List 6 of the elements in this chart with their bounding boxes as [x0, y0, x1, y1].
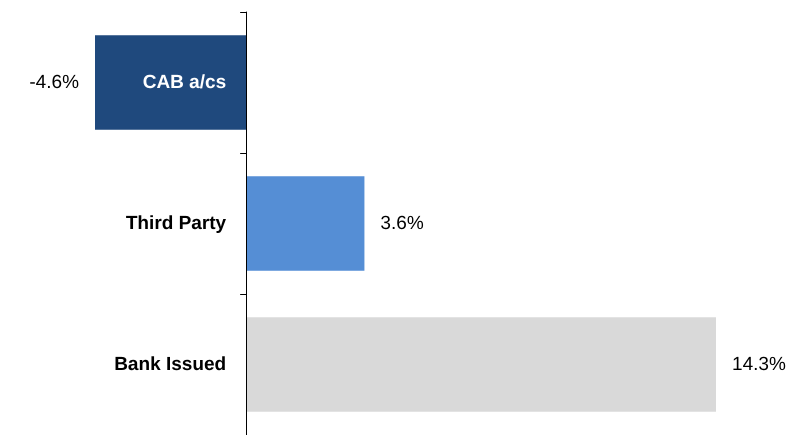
y-tick-label: Third Party: [126, 213, 227, 234]
data-label: 3.6%: [380, 213, 424, 234]
data-label: 14.3%: [732, 354, 786, 375]
y-tick-label: Bank Issued: [114, 354, 226, 375]
y-tick-label: CAB a/cs: [142, 72, 226, 93]
data-label: -4.6%: [29, 72, 80, 93]
